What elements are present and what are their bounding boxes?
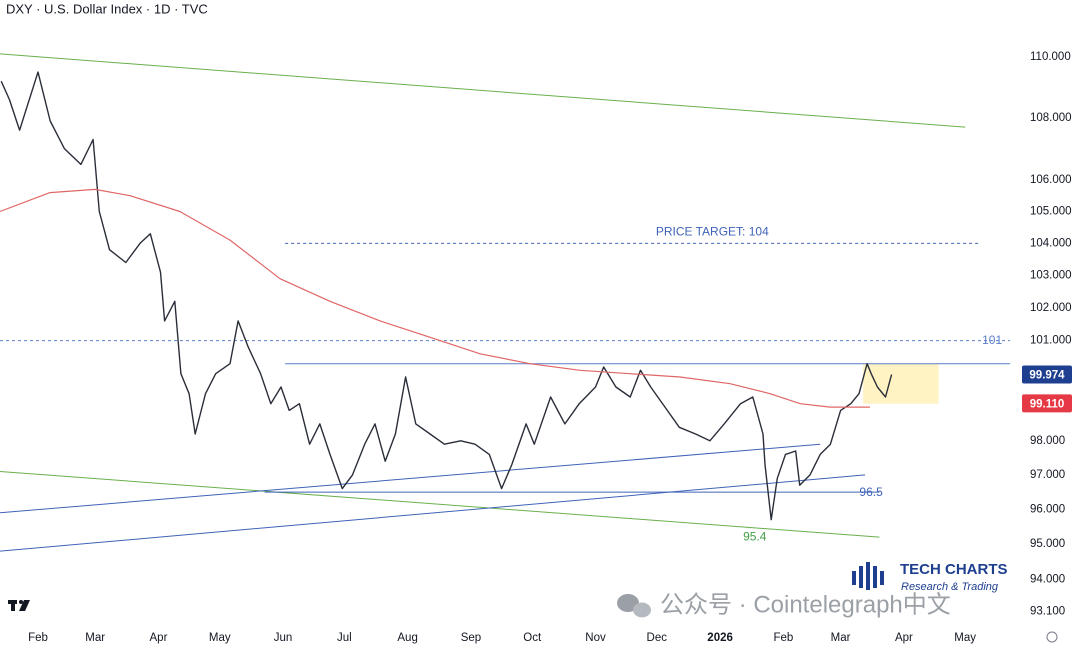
icon-bar — [859, 566, 863, 588]
logo-part — [11, 600, 15, 611]
account: 公众号 · Cointelegraph中文 — [660, 591, 951, 618]
chart-title: DXY · U.S. Dollar Index · 1D · TVC — [6, 1, 208, 16]
trendline — [0, 443, 821, 514]
plot: PRICE TARGET: 104 101 96.5 95.4 — [0, 53, 1011, 552]
y-tick-label: 106.000 — [1030, 174, 1072, 186]
x-tick-label: Mar — [85, 632, 105, 644]
logo-part — [19, 600, 23, 604]
tv-logo — [8, 600, 30, 611]
y-axis: 112.000 110.000 108.000 106.000 105.000 104.0… — [1022, 0, 1072, 617]
x-tick-label: Feb — [773, 632, 793, 644]
x-tick-label: Oct — [523, 632, 542, 644]
tagline: Research & Trading — [901, 581, 999, 593]
x-tick-label: Sep — [461, 632, 481, 644]
target-zone — [863, 363, 939, 404]
x-tick-label: May — [954, 632, 976, 644]
price-badge-label: 99.974 — [1029, 370, 1065, 382]
x-tick-label: Apr — [150, 632, 168, 644]
y-tick-label: 97.000 — [1030, 469, 1065, 481]
y-tick-label: 101.000 — [1030, 335, 1072, 347]
x-tick-label: Mar — [831, 632, 851, 644]
moving-average — [0, 188, 870, 408]
trendline — [0, 474, 866, 552]
annotation: 95.4 — [743, 529, 767, 543]
x-tick-label: Feb — [28, 632, 48, 644]
price-badge-label: 99.110 — [1030, 398, 1065, 410]
x-tick-label: Dec — [647, 632, 668, 644]
y-tick-label: 104.000 — [1030, 237, 1072, 249]
x-tick-label: May — [209, 632, 231, 644]
x-axis: Feb Mar Apr May Jun Jul Aug Sep Oct Nov Dec 2026 Feb… — [28, 632, 976, 644]
x-tick-label: Apr — [895, 632, 913, 644]
y-tick-label: 94.000 — [1030, 573, 1065, 585]
price-badge — [1022, 394, 1072, 413]
x-tick-label: Jul — [337, 632, 352, 644]
x-tick-label: Nov — [585, 632, 606, 644]
y-tick-label: 93.100 — [1030, 605, 1065, 617]
x-tick-label: 2026 — [707, 632, 733, 644]
logo-part — [19, 600, 30, 611]
wechat-icon — [617, 594, 651, 618]
icon-bar — [880, 571, 884, 585]
y-tick-label: 110.000 — [1030, 51, 1071, 63]
level-label: 96.5 — [859, 485, 883, 499]
price-badge — [1022, 365, 1072, 384]
brand: TECH CHARTS — [900, 561, 1008, 578]
trendline — [0, 53, 966, 128]
y-tick-label: 96.000 — [1030, 503, 1065, 515]
y-tick-label: 102.000 — [1030, 302, 1072, 314]
level-label: PRICE TARGET: 104 — [656, 224, 769, 238]
icon-bar — [866, 562, 870, 590]
y-tick-label: 95.000 — [1030, 538, 1065, 550]
x-tick-label: Aug — [397, 632, 417, 644]
icon-bubble — [617, 594, 639, 612]
icon-bar — [852, 571, 856, 585]
price-line — [0, 71, 893, 521]
brand-icon — [852, 562, 884, 590]
level-label: 101 — [982, 333, 1002, 347]
x-tick-label: Jun — [274, 632, 293, 644]
settings-icon[interactable] — [1046, 631, 1058, 643]
y-tick-label: 112.000 — [1030, 0, 1071, 3]
icon-bar — [873, 566, 877, 588]
icon-bubble — [633, 602, 651, 618]
y-tick-label: 98.000 — [1030, 435, 1065, 447]
y-tick-label: 105.000 — [1030, 206, 1072, 218]
y-tick-label: 108.000 — [1030, 112, 1072, 124]
trendline — [0, 470, 880, 538]
y-tick-label: 103.000 — [1030, 269, 1072, 281]
